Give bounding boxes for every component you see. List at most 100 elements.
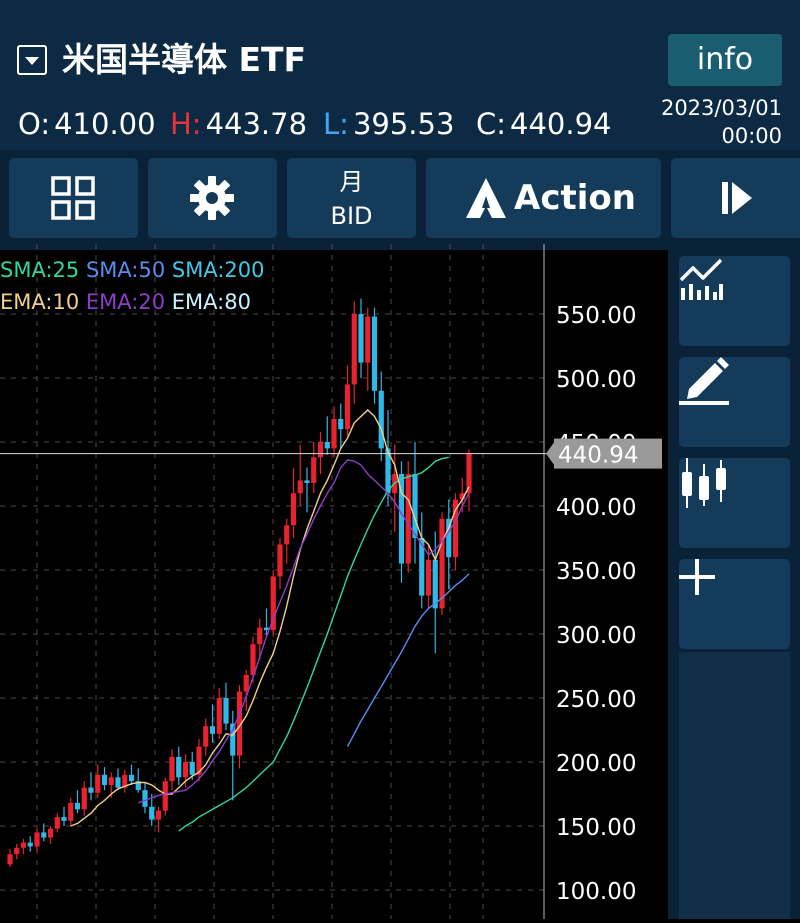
candlestick-icon [682, 458, 726, 508]
ohlc-close: C: 440.94 [476, 104, 612, 144]
candle-body [155, 810, 162, 820]
bar-time: 00:00 [721, 124, 782, 148]
y-tick-label: 500.00 [556, 367, 636, 393]
candle-body [466, 453, 472, 494]
action-label: Action [514, 178, 636, 218]
y-tick-label: 300.00 [556, 623, 636, 649]
legend-sma-25: SMA:25 [0, 258, 80, 282]
indicator-chart-icon [679, 258, 723, 300]
current-price-label: 440.94 [558, 443, 638, 469]
pencil-draw-icon [679, 357, 729, 405]
candle-body [324, 442, 330, 449]
candle-body [128, 774, 135, 782]
legend-sma-200: SMA:200 [171, 258, 265, 282]
candle-body [216, 698, 222, 734]
candle-body [297, 480, 303, 494]
candle-body [20, 842, 27, 848]
chart-area[interactable]: 100.00 150.00 200.00 250.00 300.00 350.00 400.… [0, 240, 668, 919]
grid-icon [51, 176, 95, 220]
candle-body [425, 559, 432, 596]
candle-body [7, 854, 13, 865]
candle-body [270, 576, 276, 631]
candle-body [317, 442, 324, 458]
current-price-box [554, 438, 662, 469]
gear-icon [190, 176, 234, 220]
candle-body [81, 787, 87, 810]
candle-body [142, 790, 148, 807]
ma-line-ema-20 [138, 459, 470, 804]
y-tick-label: 250.00 [556, 687, 636, 713]
step-forward-icon [722, 182, 752, 214]
candle-body [412, 474, 418, 538]
step-forward-button[interactable] [671, 158, 800, 238]
candle-body [311, 457, 317, 483]
candle-body [439, 518, 445, 609]
y-tick-label: 100.00 [556, 879, 636, 905]
ohlc-close-value: 440.94 [510, 107, 612, 141]
candle-body [236, 691, 243, 756]
candle-body [74, 802, 81, 810]
candle-body [243, 674, 249, 692]
candle-body [331, 418, 337, 449]
candle-body [405, 474, 411, 564]
sidebar-empty-panel [679, 652, 790, 919]
candle-body [432, 559, 438, 609]
info-button[interactable]: info [668, 34, 782, 86]
legend-ema-80: EMA:80 [171, 290, 251, 314]
current-price-pointer [546, 439, 556, 468]
ma-line-ema-10 [70, 409, 470, 827]
bar-datetime: 2023/03/01 00:00 [661, 94, 782, 150]
ohlc-open: O: 410.00 [18, 104, 156, 144]
indicator-button[interactable] [679, 256, 790, 346]
candle-body [122, 774, 128, 788]
candle-body [446, 518, 452, 558]
candle-body [176, 756, 182, 778]
legend-ema: EMA:10 EMA:20 EMA:80 [0, 288, 251, 316]
ohlc-low-value: 395.53 [352, 107, 455, 141]
candle-body [385, 448, 391, 494]
candle-style-button[interactable] [679, 458, 790, 548]
candle-body [108, 777, 114, 786]
candle-body [209, 726, 216, 734]
symbol-name[interactable]: 米国半導体 ETF [62, 40, 307, 79]
candle-body [304, 480, 310, 483]
y-tick-label: 150.00 [556, 815, 636, 841]
candle-body [189, 762, 195, 775]
chevron-down-icon[interactable] [17, 45, 47, 75]
add-button[interactable] [679, 559, 790, 649]
candle-body [47, 828, 54, 838]
candle-body [344, 384, 351, 430]
candle-body [68, 802, 74, 821]
layout-button[interactable] [9, 158, 138, 238]
ma-line-sma-25 [178, 456, 449, 832]
y-tick-label: 400.00 [556, 495, 636, 521]
candle-body [115, 777, 121, 788]
ohlc-low-key: L: [323, 107, 349, 141]
candle-body [88, 787, 94, 793]
candlestick-chart[interactable]: 100.00 150.00 200.00 250.00 300.00 350.00 400.… [0, 240, 668, 919]
candle-body [135, 781, 141, 791]
draw-button[interactable] [679, 357, 790, 447]
ohlc-open-value: 410.00 [54, 107, 156, 141]
legend-sma-50: SMA:50 [85, 258, 166, 282]
period-button[interactable]: 月 BID [287, 158, 416, 238]
settings-button[interactable] [148, 158, 277, 238]
candle-body [230, 723, 236, 756]
candle-body [34, 832, 40, 847]
ohlc-close-key: C: [476, 107, 507, 141]
candle-body [419, 538, 425, 596]
candle-body [54, 817, 60, 829]
action-button[interactable]: Action [426, 158, 661, 238]
candle-body [61, 817, 67, 821]
candle-body [196, 746, 202, 775]
ohlc-open-key: O: [18, 107, 51, 141]
candle-body [162, 781, 168, 811]
candle-body [203, 726, 209, 747]
candle-body [452, 499, 459, 558]
candle-body [182, 762, 189, 778]
bar-date: 2023/03/01 [660, 96, 782, 120]
candle-body [41, 832, 47, 838]
y-tick-label: 200.00 [556, 751, 636, 777]
candle-body [284, 525, 290, 545]
candle-body [371, 316, 378, 391]
